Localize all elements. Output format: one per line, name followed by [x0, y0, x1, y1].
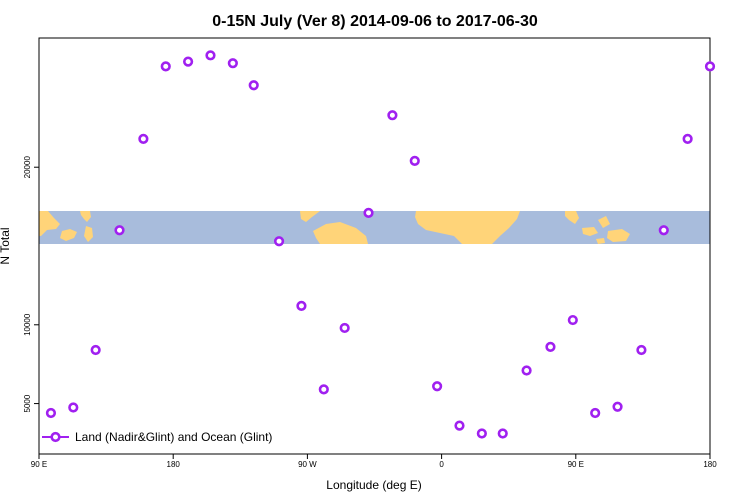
data-point [114, 225, 125, 236]
ocean-band [39, 211, 710, 244]
world-map-band [39, 211, 710, 244]
land-mass [607, 229, 630, 242]
x-tick-label: 90 E [31, 460, 47, 469]
data-point [545, 341, 556, 352]
land-mass [596, 238, 605, 244]
land-mass [300, 211, 320, 222]
data-point [205, 50, 216, 61]
data-point [704, 61, 716, 72]
chart-title: 0-15N July (Ver 8) 2014-09-06 to 2017-06… [212, 13, 538, 30]
land-mass [84, 226, 93, 242]
data-point [636, 344, 647, 356]
y-axis: 5000 10000 20000 [23, 156, 39, 412]
data-point [521, 365, 532, 376]
land-mass [582, 227, 598, 236]
x-tick-label: 90 W [298, 460, 317, 469]
data-point [45, 407, 57, 419]
legend-point-marker [50, 431, 61, 443]
data-point [318, 384, 329, 395]
data-point [138, 133, 149, 144]
data-point [160, 61, 171, 72]
data-point [612, 401, 623, 412]
x-tick-label: 180 [703, 460, 717, 469]
x-tick-label: 180 [167, 460, 181, 469]
data-point [658, 225, 669, 236]
land-mass [565, 211, 579, 224]
land-mass [598, 216, 610, 228]
data-point [339, 322, 350, 334]
land-mass [80, 211, 91, 222]
land-mass [39, 211, 60, 236]
x-tick-label: 0 [439, 460, 444, 469]
data-point [409, 155, 420, 167]
data-point [387, 110, 398, 121]
data-point [227, 58, 238, 69]
data-point [454, 420, 465, 431]
data-points [45, 50, 716, 439]
y-axis-label: N Total [0, 227, 12, 264]
y-tick-label: 20000 [23, 156, 32, 179]
data-point [248, 80, 259, 91]
data-point [432, 381, 443, 392]
data-point [296, 300, 307, 311]
data-point [590, 407, 601, 419]
x-tick-label: 90 E [568, 460, 584, 469]
plot-frame [38, 37, 711, 455]
x-axis-label: Longitude (deg E) [326, 478, 421, 492]
legend: Land (Nadir&Glint) and Ocean (Glint) [42, 430, 272, 444]
land-mass [313, 222, 368, 244]
data-point [90, 344, 101, 356]
land-mass [415, 211, 520, 244]
data-point [363, 207, 374, 219]
data-point [68, 402, 79, 413]
y-tick-label: 10000 [23, 313, 32, 336]
data-point [476, 428, 487, 439]
y-tick-label: 5000 [23, 394, 32, 412]
data-point [183, 56, 194, 67]
land-mass [60, 229, 77, 241]
legend-label: Land (Nadir&Glint) and Ocean (Glint) [75, 430, 272, 444]
land-masses [39, 211, 630, 244]
x-axis: 90 E 180 90 W 0 90 E 180 [31, 454, 717, 469]
data-point [567, 314, 578, 326]
data-point [497, 428, 508, 439]
data-point [273, 236, 285, 247]
data-point [682, 133, 693, 144]
